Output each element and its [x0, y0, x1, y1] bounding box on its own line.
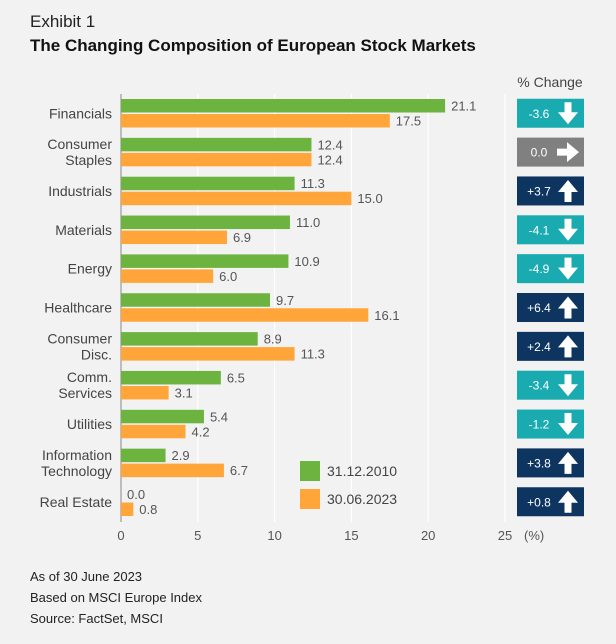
category-label: Financials [49, 105, 112, 121]
legend-swatch-2010 [300, 461, 320, 481]
bar-2023 [121, 385, 169, 400]
bar-2010 [121, 409, 204, 424]
footnote-source: Source: FactSet, MSCI [30, 611, 163, 626]
data-label: 10.9 [294, 254, 319, 269]
data-label: 12.4 [317, 152, 342, 167]
arrow-up-icon [558, 296, 578, 319]
arrow-down-icon [558, 413, 578, 436]
data-label: 0.8 [139, 502, 157, 517]
bar-2023 [121, 230, 227, 245]
pct-change-value: +6.4 [527, 301, 551, 315]
data-label: 4.2 [192, 424, 210, 439]
pct-change-header: % Change [517, 74, 583, 90]
data-label: 11.3 [301, 176, 325, 191]
bar-2010 [121, 176, 295, 191]
data-label: 6.9 [233, 230, 251, 245]
bar-2023 [121, 308, 369, 322]
bar-2010 [121, 370, 221, 385]
category-label: Consumer [47, 330, 112, 346]
data-label: 11.3 [301, 347, 325, 362]
data-label: 17.5 [396, 114, 421, 129]
category-label: Information [42, 447, 112, 463]
data-label: 6.7 [230, 463, 248, 478]
bar-2010 [121, 137, 312, 152]
category-label: Staples [65, 152, 112, 168]
bar-2023 [121, 191, 352, 206]
x-tick-label: 5 [194, 528, 201, 543]
data-label: 2.9 [172, 448, 190, 463]
arrow-down-icon [558, 257, 578, 280]
arrow-up-icon [558, 490, 578, 513]
category-label: Comm. [67, 369, 112, 385]
bar-2023 [121, 114, 390, 128]
arrow-up-icon [558, 179, 578, 202]
category-label: Utilities [67, 416, 112, 432]
bar-2023 [121, 502, 134, 516]
legend-swatch-2023 [300, 489, 320, 509]
category-label: Healthcare [44, 300, 112, 316]
pct-change-value: +2.4 [527, 340, 551, 354]
x-axis-unit: (%) [524, 528, 544, 543]
pct-change-value: -4.1 [529, 223, 550, 237]
bar-2010 [121, 448, 166, 463]
bar-chart: Financials 21.117.5 -3.6ConsumerStaples12.… [40, 74, 584, 543]
category-label: Real Estate [40, 494, 113, 510]
x-tick-label: 20 [421, 528, 435, 543]
bar-2010 [121, 293, 270, 307]
x-tick-label: 0 [117, 528, 124, 543]
x-tick-label: 15 [344, 528, 358, 543]
x-tick-label: 10 [267, 528, 281, 543]
legend-label: 30.06.2023 [327, 491, 397, 507]
bar-2023 [121, 347, 295, 361]
data-label: 0.0 [127, 487, 145, 502]
bar-2023 [121, 463, 224, 478]
category-label: Industrials [48, 183, 112, 199]
pct-change-value: -3.4 [529, 379, 550, 393]
arrow-down-icon [558, 102, 578, 125]
pct-change-value: +3.8 [527, 456, 551, 470]
bar-2010 [121, 332, 258, 346]
x-tick-label: 25 [498, 528, 512, 543]
bar-2010 [121, 99, 446, 113]
pct-change-value: +0.8 [527, 495, 551, 509]
arrow-down-icon [558, 218, 578, 241]
pct-change-value: -3.6 [529, 107, 550, 121]
category-label: Services [58, 385, 112, 401]
bar-2010 [121, 254, 289, 268]
data-label: 8.9 [264, 332, 282, 347]
data-label: 5.4 [210, 409, 228, 424]
footnotes: As of 30 June 2023 Based on MSCI Europe … [30, 566, 202, 629]
bar-2023 [121, 424, 186, 439]
footnote-date: As of 30 June 2023 [30, 569, 143, 584]
arrow-flat-icon [557, 142, 579, 163]
category-label: Disc. [81, 346, 112, 362]
arrow-down-icon [558, 374, 578, 397]
pct-change-value: -4.9 [529, 262, 550, 276]
data-label: 12.4 [317, 137, 342, 152]
bar-2023 [121, 269, 214, 283]
legend-label: 31.12.2010 [327, 463, 397, 479]
category-label: Technology [41, 463, 112, 479]
data-label: 9.7 [276, 293, 294, 308]
bar-2010 [121, 215, 290, 230]
data-label: 16.1 [374, 308, 399, 323]
data-label: 6.0 [219, 269, 237, 284]
chart-title: The Changing Composition of European Sto… [30, 36, 476, 55]
data-label: 11.0 [296, 215, 320, 230]
category-label: Consumer [47, 136, 112, 152]
data-label: 3.1 [175, 385, 193, 400]
pct-change-value: +3.7 [527, 184, 551, 198]
data-label: 15.0 [357, 191, 382, 206]
bar-2023 [121, 152, 312, 167]
arrow-up-icon [558, 451, 578, 474]
data-label: 21.1 [451, 99, 476, 114]
pct-change-value: -1.2 [529, 418, 550, 432]
exhibit-label: Exhibit 1 [30, 12, 96, 31]
category-label: Materials [55, 222, 112, 238]
arrow-up-icon [558, 335, 578, 358]
footnote-index: Based on MSCI Europe Index [30, 590, 202, 605]
category-label: Energy [68, 261, 112, 277]
data-label: 6.5 [227, 370, 245, 385]
pct-change-value: 0.0 [531, 146, 548, 160]
